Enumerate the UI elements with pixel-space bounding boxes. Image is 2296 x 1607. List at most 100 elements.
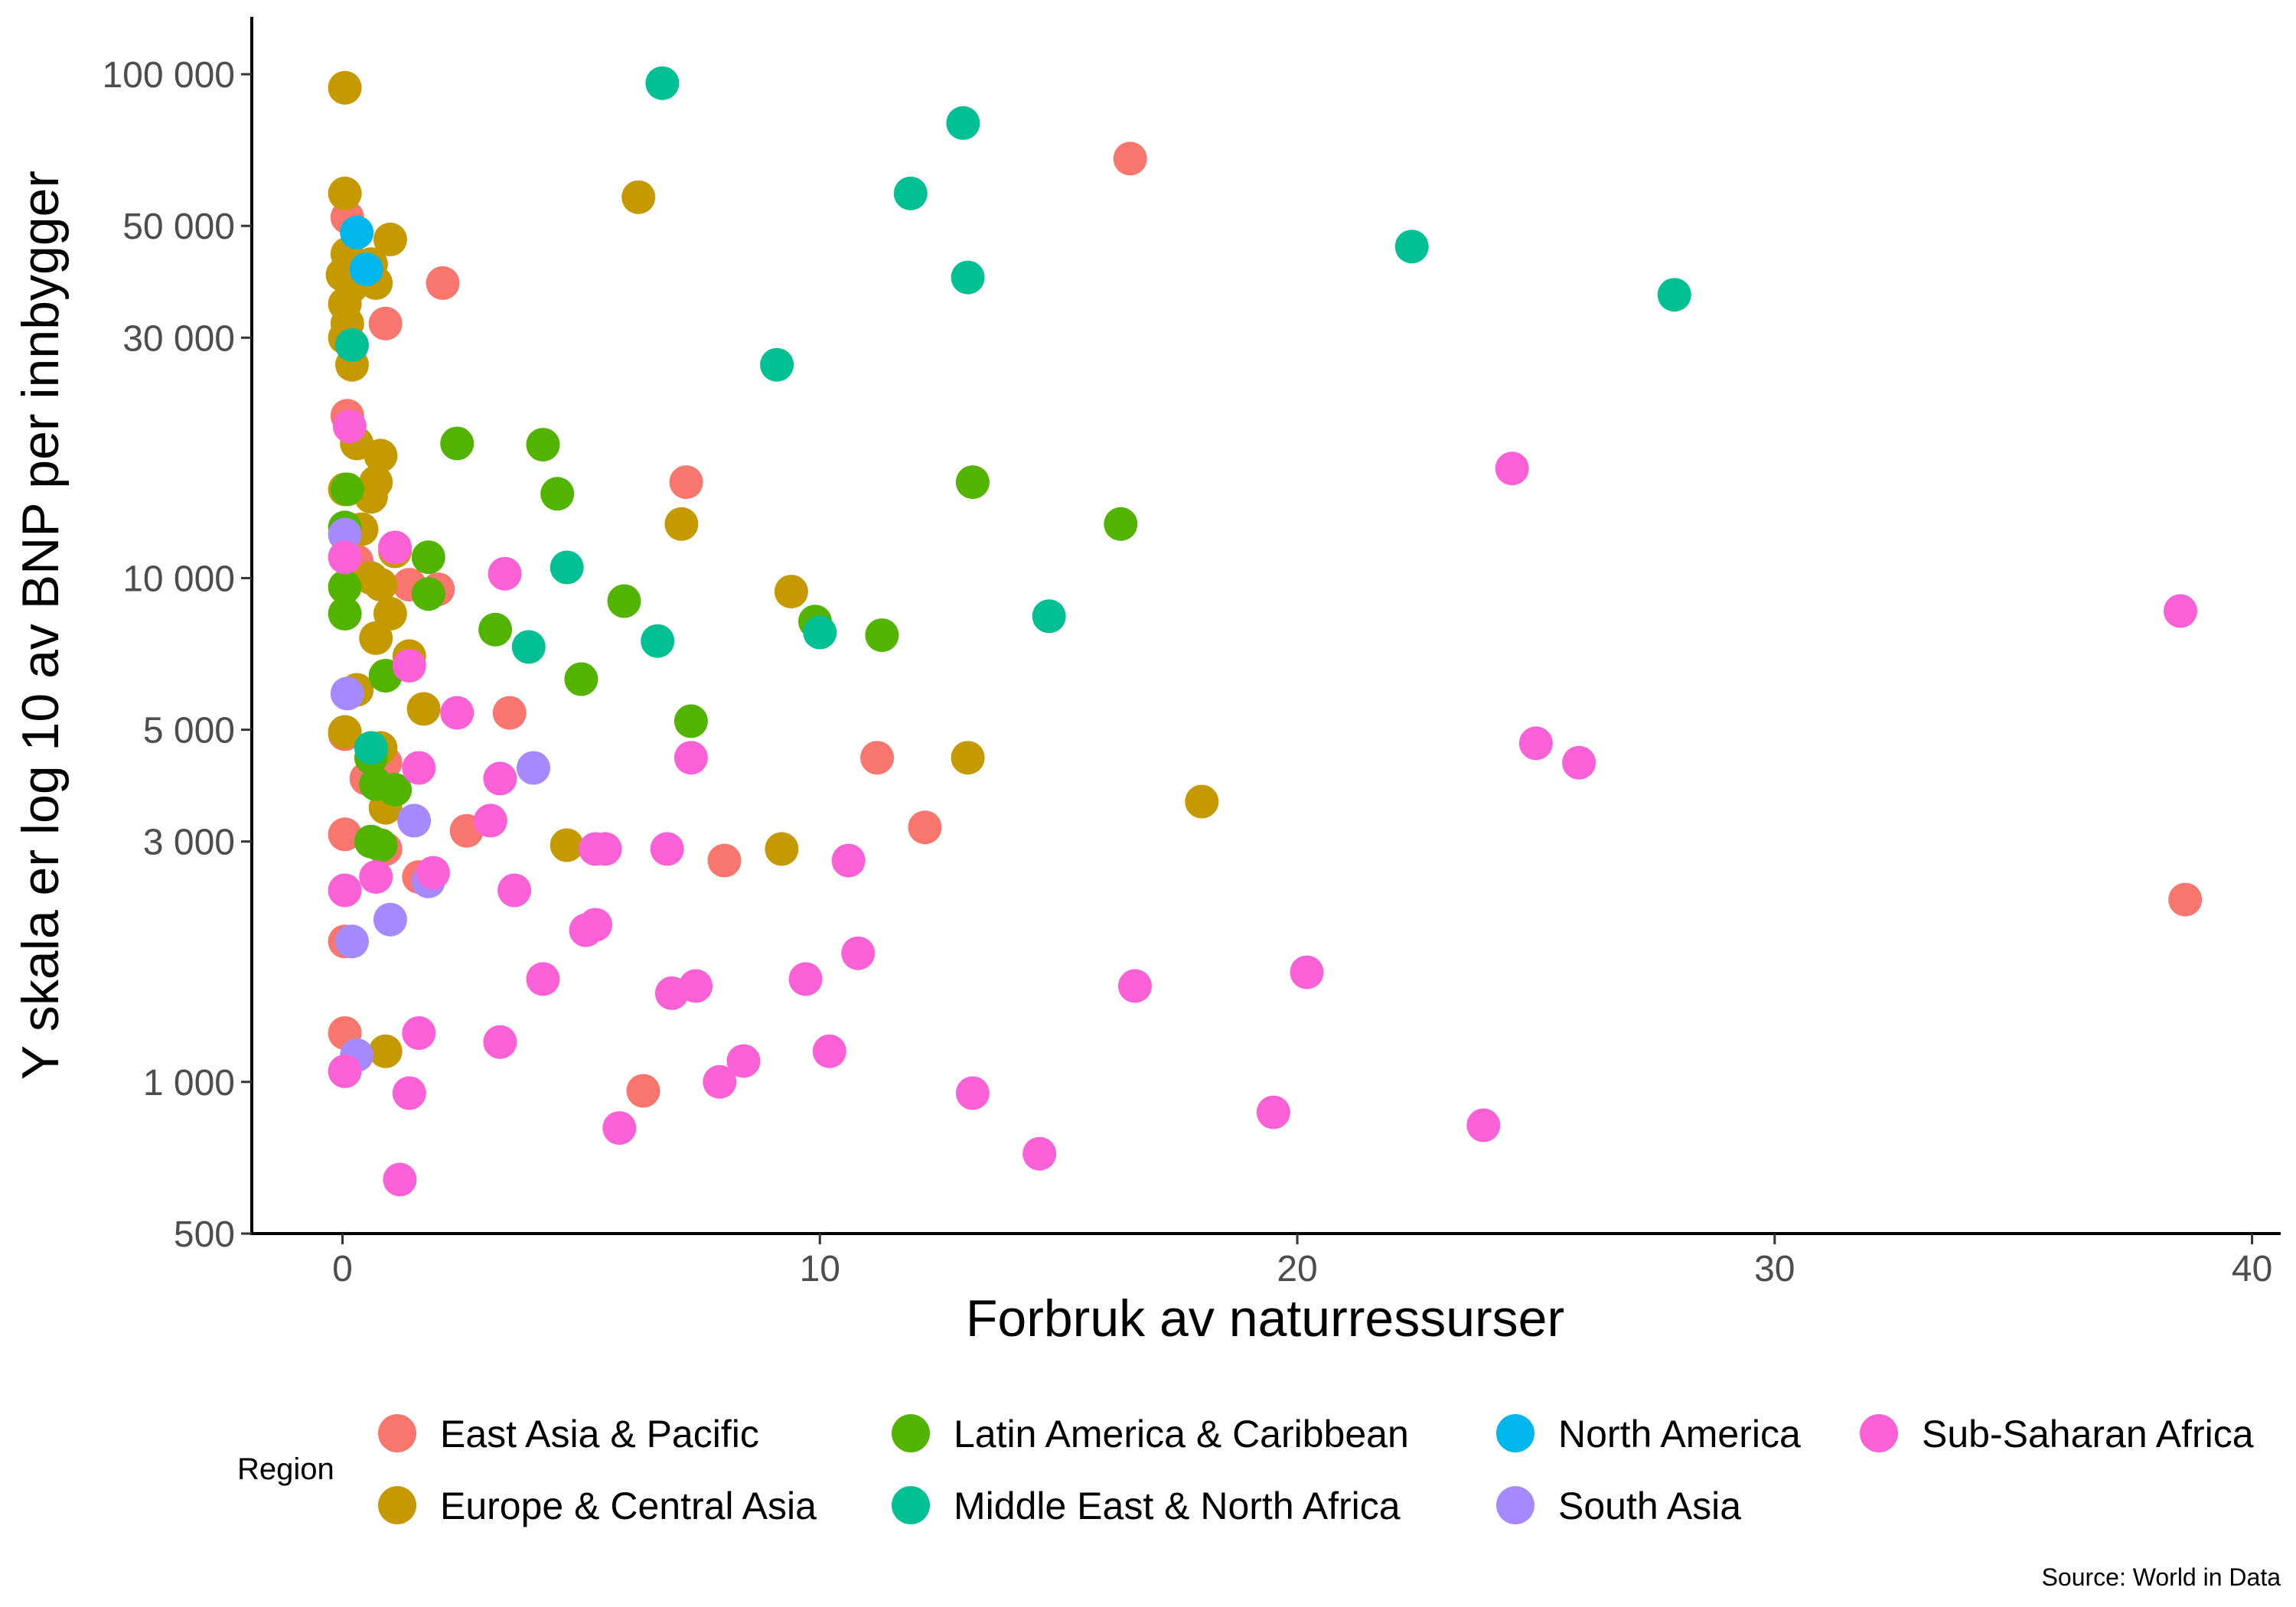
point-europe-central-asia — [364, 438, 398, 473]
y-tick-label: 10 000 — [122, 559, 235, 599]
y-tick-label: 50 000 — [122, 207, 235, 247]
point-latin-america-caribbean — [411, 577, 445, 611]
point-south-asia — [397, 804, 432, 838]
legend-key-north-america — [1496, 1414, 1534, 1452]
point-east-asia-pacific — [426, 266, 460, 300]
point-sub-saharan-africa — [1256, 1095, 1290, 1129]
point-sub-saharan-africa — [526, 962, 560, 996]
point-europe-central-asia — [406, 692, 441, 726]
legend: East Asia & Pacific Europe & Central Asia… — [378, 1413, 2254, 1527]
point-middle-east-north-africa — [511, 630, 546, 664]
point-sub-saharan-africa — [703, 1064, 737, 1099]
point-europe-central-asia — [765, 832, 799, 866]
point-sub-saharan-africa — [483, 1025, 517, 1059]
point-middle-east-north-africa — [760, 347, 794, 382]
point-east-asia-pacific — [368, 306, 403, 341]
x-axis-ticks: 0 10 20 30 40 — [332, 1234, 2272, 1289]
point-middle-east-north-africa — [951, 260, 985, 295]
point-europe-central-asia — [951, 741, 985, 775]
point-east-asia-pacific — [2168, 882, 2203, 917]
point-latin-america-caribbean — [673, 704, 708, 738]
point-sub-saharan-africa — [328, 873, 362, 908]
point-sub-saharan-africa — [650, 832, 684, 866]
point-sub-saharan-africa — [488, 556, 522, 591]
y-tick-label: 5 000 — [143, 711, 235, 751]
point-east-asia-pacific — [669, 465, 703, 500]
legend-label-north-america: North America — [1558, 1413, 1801, 1455]
legend-key-east-asia-pacific — [378, 1414, 416, 1452]
point-sub-saharan-africa — [955, 1076, 990, 1110]
point-latin-america-caribbean — [478, 612, 513, 647]
point-south-asia — [335, 924, 369, 959]
y-tick-label: 100 000 — [102, 55, 235, 96]
point-latin-america-caribbean — [328, 570, 362, 605]
x-tick-label: 0 — [332, 1249, 353, 1289]
y-axis-title: Y skala er log 10 av BNP per innbygger — [11, 171, 70, 1080]
point-north-america — [349, 253, 383, 286]
legend-key-sub-saharan-africa — [1860, 1414, 1898, 1452]
point-sub-saharan-africa — [579, 908, 613, 942]
point-middle-east-north-africa — [354, 731, 388, 765]
point-middle-east-north-africa — [803, 615, 837, 650]
point-middle-east-north-africa — [893, 176, 928, 210]
point-sub-saharan-africa — [2164, 594, 2197, 628]
point-europe-central-asia — [373, 596, 407, 631]
point-east-asia-pacific — [328, 817, 362, 852]
point-middle-east-north-africa — [1657, 278, 1691, 312]
point-sub-saharan-africa — [332, 409, 367, 444]
x-axis-title: Forbruk av naturressurser — [966, 1289, 1564, 1348]
y-tick-label: 30 000 — [122, 318, 235, 359]
point-middle-east-north-africa — [550, 550, 584, 585]
point-europe-central-asia — [328, 176, 362, 210]
point-latin-america-caribbean — [1104, 507, 1138, 541]
point-middle-east-north-africa — [335, 328, 369, 362]
point-sub-saharan-africa — [1466, 1108, 1501, 1143]
point-sub-saharan-africa — [392, 1076, 426, 1110]
point-europe-central-asia — [359, 621, 393, 655]
point-sub-saharan-africa — [497, 873, 532, 908]
point-europe-central-asia — [774, 575, 808, 609]
x-tick-label: 10 — [800, 1249, 840, 1289]
point-south-asia — [373, 902, 407, 937]
point-sub-saharan-africa — [416, 856, 450, 890]
point-latin-america-caribbean — [378, 773, 413, 807]
point-europe-central-asia — [328, 70, 362, 105]
y-tick-label: 500 — [174, 1214, 235, 1255]
legend-label-europe-central-asia: Europe & Central Asia — [440, 1485, 817, 1527]
y-tick-label: 1 000 — [143, 1063, 235, 1103]
point-sub-saharan-africa — [359, 860, 393, 895]
point-sub-saharan-africa — [588, 832, 622, 866]
point-latin-america-caribbean — [328, 596, 362, 631]
point-sub-saharan-africa — [473, 804, 507, 838]
point-sub-saharan-africa — [1562, 745, 1596, 780]
point-latin-america-caribbean — [865, 618, 899, 653]
point-sub-saharan-africa — [726, 1044, 761, 1078]
point-sub-saharan-africa — [812, 1034, 846, 1068]
point-sub-saharan-africa — [402, 1016, 436, 1050]
point-sub-saharan-africa — [483, 761, 517, 796]
point-europe-central-asia — [328, 715, 362, 749]
point-europe-central-asia — [368, 1034, 403, 1068]
point-south-asia — [517, 751, 550, 785]
point-sub-saharan-africa — [602, 1111, 637, 1146]
point-latin-america-caribbean — [526, 428, 560, 462]
point-europe-central-asia — [1185, 784, 1219, 819]
point-latin-america-caribbean — [330, 472, 364, 507]
legend-label-east-asia-pacific: East Asia & Pacific — [440, 1413, 759, 1455]
point-sub-saharan-africa — [673, 741, 708, 775]
point-sub-saharan-africa — [1518, 726, 1553, 761]
point-sub-saharan-africa — [788, 962, 823, 996]
point-east-asia-pacific — [626, 1074, 660, 1108]
point-sub-saharan-africa — [328, 540, 362, 575]
point-east-asia-pacific — [1113, 142, 1147, 176]
legend-key-europe-central-asia — [378, 1486, 416, 1524]
point-middle-east-north-africa — [1032, 599, 1066, 634]
point-latin-america-caribbean — [955, 465, 990, 500]
x-tick-label: 20 — [1277, 1249, 1317, 1289]
legend-label-middle-east-north-africa: Middle East & North Africa — [954, 1485, 1401, 1527]
point-middle-east-north-africa — [1394, 230, 1429, 264]
point-latin-america-caribbean — [564, 662, 598, 696]
point-east-asia-pacific — [492, 696, 527, 730]
point-east-asia-pacific — [860, 741, 895, 775]
point-middle-east-north-africa — [946, 106, 980, 140]
